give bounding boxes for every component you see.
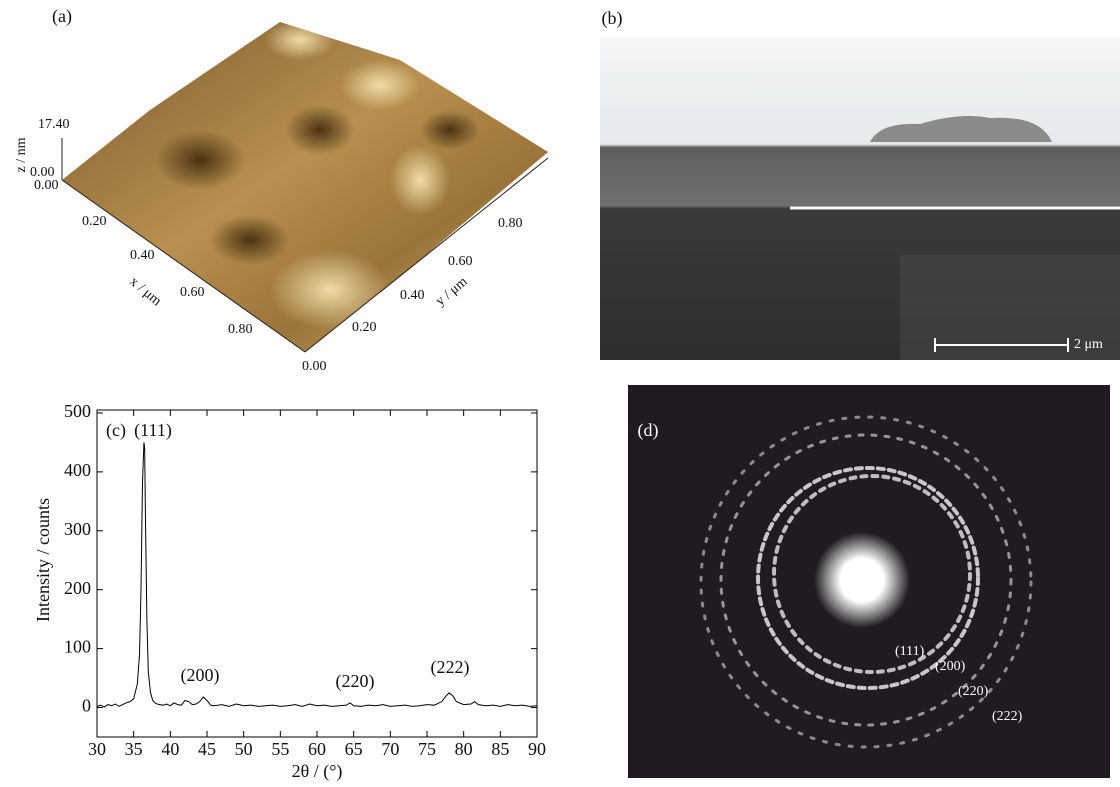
y-tick-label: 0.20 [352, 320, 377, 335]
z-axis-title: z / nm [14, 137, 29, 172]
ring-label: (220) [958, 684, 989, 699]
ring-label: (111) [895, 644, 925, 659]
y-axis-title: y / μm [433, 274, 471, 309]
central-beam [814, 532, 910, 628]
ring-label: (200) [935, 659, 966, 674]
peak-label: (222) [431, 657, 470, 678]
x-tick-label: 0.60 [180, 285, 205, 300]
x-tick-label: 70 [381, 739, 399, 759]
y-tick-label: 100 [64, 637, 91, 657]
y-tick-label: 200 [64, 578, 91, 598]
panel-a: (a) 17.40 0.00 z / nm 0.00 0.20 0.40 0.6… [14, 6, 548, 374]
xrd-line [97, 442, 537, 707]
x-tick-label: 35 [125, 739, 143, 759]
panel-label: (a) [52, 6, 72, 27]
x-tick-label: 30 [88, 739, 106, 759]
x-tick-label: 45 [198, 739, 216, 759]
y-tick-label: 0.80 [498, 216, 523, 231]
y-tick-label: 0.40 [400, 288, 425, 303]
x-axis-title: 2θ / (°) [292, 761, 343, 782]
x-tick-label: 65 [345, 739, 363, 759]
peak-label: (111) [134, 420, 172, 441]
x-tick-label: 0.00 [34, 178, 59, 193]
x-tick-label: 55 [271, 739, 289, 759]
plot-frame [97, 410, 537, 737]
z-tick-label: 17.40 [38, 117, 70, 132]
panel-label: (d) [638, 420, 659, 441]
x-tick-label: 0.40 [130, 248, 155, 263]
x-tick-label: 90 [528, 739, 546, 759]
peak-label: (220) [336, 671, 375, 692]
x-tick-label: 0.20 [82, 214, 107, 229]
x-tick-label: 85 [491, 739, 509, 759]
panel-d: (d) (111) (200) (220) (222) [628, 385, 1110, 778]
peak-label: (200) [181, 665, 220, 686]
x-tick-label: 75 [418, 739, 436, 759]
x-axis-title: x / μm [126, 274, 164, 309]
ring-label: (222) [992, 709, 1023, 724]
x-tick-label: 0.80 [228, 322, 253, 337]
y-tick-label: 300 [64, 519, 91, 539]
x-tick-label: 80 [455, 739, 473, 759]
x-tick-label: 60 [308, 739, 326, 759]
scale-bar-label: 2 μm [1074, 337, 1103, 352]
y-tick-label: 400 [64, 460, 91, 480]
figure: (a) 17.40 0.00 z / nm 0.00 0.20 0.40 0.6… [0, 0, 1120, 782]
panel-label: (b) [602, 8, 623, 29]
y-tick-label: 0.60 [448, 254, 473, 269]
y-axis-title: Intensity / counts [33, 498, 53, 622]
panel-label: (c) [106, 420, 126, 441]
panel-c: (c) (111) (200) (220) (222) Intensity / … [33, 401, 546, 782]
x-tick-label: 40 [161, 739, 179, 759]
panel-b: (b) 2 μm [600, 8, 1120, 360]
y-tick-label: 500 [64, 401, 91, 421]
x-tick-label: 50 [235, 739, 253, 759]
y-tick-label: 0.00 [302, 359, 327, 374]
y-tick-label: 0 [82, 696, 91, 716]
